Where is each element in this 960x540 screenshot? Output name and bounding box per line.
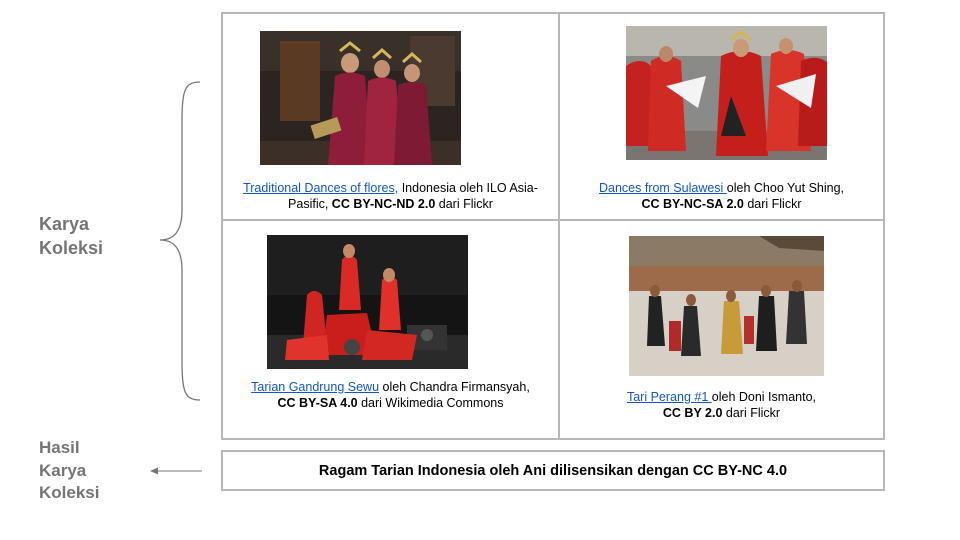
perang-caption-line-1: Tari Perang #1 oleh Doni Ismanto, bbox=[560, 389, 883, 405]
flores-caption-line-1: Traditional Dances of flores, Indonesia … bbox=[223, 180, 558, 196]
sulawesi-dance-photo bbox=[626, 26, 827, 160]
flores-dance-photo bbox=[260, 31, 461, 165]
collection-item-perang: Tari Perang #1 oleh Doni Ismanto, CC BY … bbox=[560, 221, 883, 438]
collection-item-flores: Traditional Dances of flores, Indonesia … bbox=[223, 14, 560, 221]
gandrung-source: dari Wikimedia Commons bbox=[357, 396, 504, 410]
sulawesi-source: dari Flickr bbox=[743, 197, 802, 211]
gandrung-caption: Tarian Gandrung Sewu oleh Chandra Firman… bbox=[223, 379, 558, 411]
gandrung-caption-line-2: CC BY-SA 4.0 dari Wikimedia Commons bbox=[223, 395, 558, 411]
flores-caption: Traditional Dances of flores, Indonesia … bbox=[223, 180, 558, 212]
sulawesi-caption-text: oleh Choo Yut Shing, bbox=[726, 181, 845, 195]
sulawesi-caption: Dances from Sulawesi oleh Choo Yut Shing… bbox=[560, 180, 883, 212]
perang-caption: Tari Perang #1 oleh Doni Ismanto, CC BY … bbox=[560, 389, 883, 421]
result-text: Ragam Tarian Indonesia oleh Ani dilisens… bbox=[318, 462, 788, 479]
hasil-karya-koleksi-label: Hasil Karya Koleksi bbox=[39, 437, 99, 505]
gandrung-caption-line-1: Tarian Gandrung Sewu oleh Chandra Firman… bbox=[223, 379, 558, 395]
curly-brace-icon bbox=[159, 81, 201, 401]
flores-source: dari Flickr bbox=[435, 197, 493, 211]
sulawesi-license: CC BY-NC-SA 2.0 bbox=[641, 197, 744, 211]
result-box: Ragam Tarian Indonesia oleh Ani dilisens… bbox=[221, 450, 885, 491]
flores-caption-text-2: Pasific, bbox=[288, 197, 332, 211]
perang-link[interactable]: Tari Perang #1 bbox=[626, 390, 712, 404]
perang-caption-text: oleh Doni Ismanto, bbox=[711, 390, 816, 404]
gandrung-dance-photo bbox=[267, 235, 468, 369]
collection-item-gandrung: Tarian Gandrung Sewu oleh Chandra Firman… bbox=[223, 221, 560, 438]
gandrung-caption-text: oleh Chandra Firmansyah, bbox=[379, 380, 530, 394]
karya-koleksi-label: Karya Koleksi bbox=[39, 212, 103, 260]
flores-link[interactable]: Traditional Dances of flores, bbox=[243, 181, 399, 195]
hasil-karya-koleksi-line-1: Hasil bbox=[39, 438, 80, 457]
collection-grid: Traditional Dances of flores, Indonesia … bbox=[221, 12, 885, 440]
hasil-karya-koleksi-line-2: Karya bbox=[39, 460, 87, 480]
sulawesi-caption-line-2: CC BY-NC-SA 2.0 dari Flickr bbox=[560, 196, 883, 212]
perang-license: CC BY 2.0 bbox=[662, 406, 723, 420]
perang-caption-line-2: CC BY 2.0 dari Flickr bbox=[560, 405, 883, 421]
flores-caption-line-2: Pasific, CC BY-NC-ND 2.0 dari Flickr bbox=[223, 196, 558, 212]
sulawesi-caption-line-1: Dances from Sulawesi oleh Choo Yut Shing… bbox=[560, 180, 883, 196]
karya-koleksi-line-1: Karya bbox=[39, 214, 90, 234]
hasil-karya-koleksi-line-3: Koleksi bbox=[39, 483, 100, 502]
karya-koleksi-line-2: Koleksi bbox=[39, 238, 104, 258]
left-arrow-icon bbox=[150, 467, 202, 475]
perang-dance-photo bbox=[629, 236, 824, 376]
gandrung-license: CC BY-SA 4.0 bbox=[277, 396, 358, 410]
sulawesi-link[interactable]: Dances from Sulawesi bbox=[598, 181, 727, 195]
collection-item-sulawesi: Dances from Sulawesi oleh Choo Yut Shing… bbox=[560, 14, 883, 221]
flores-caption-text: Indonesia oleh ILO Asia- bbox=[398, 181, 538, 195]
gandrung-link[interactable]: Tarian Gandrung Sewu bbox=[251, 380, 380, 394]
perang-source: dari Flickr bbox=[722, 406, 781, 420]
flores-license: CC BY-NC-ND 2.0 bbox=[331, 197, 436, 211]
